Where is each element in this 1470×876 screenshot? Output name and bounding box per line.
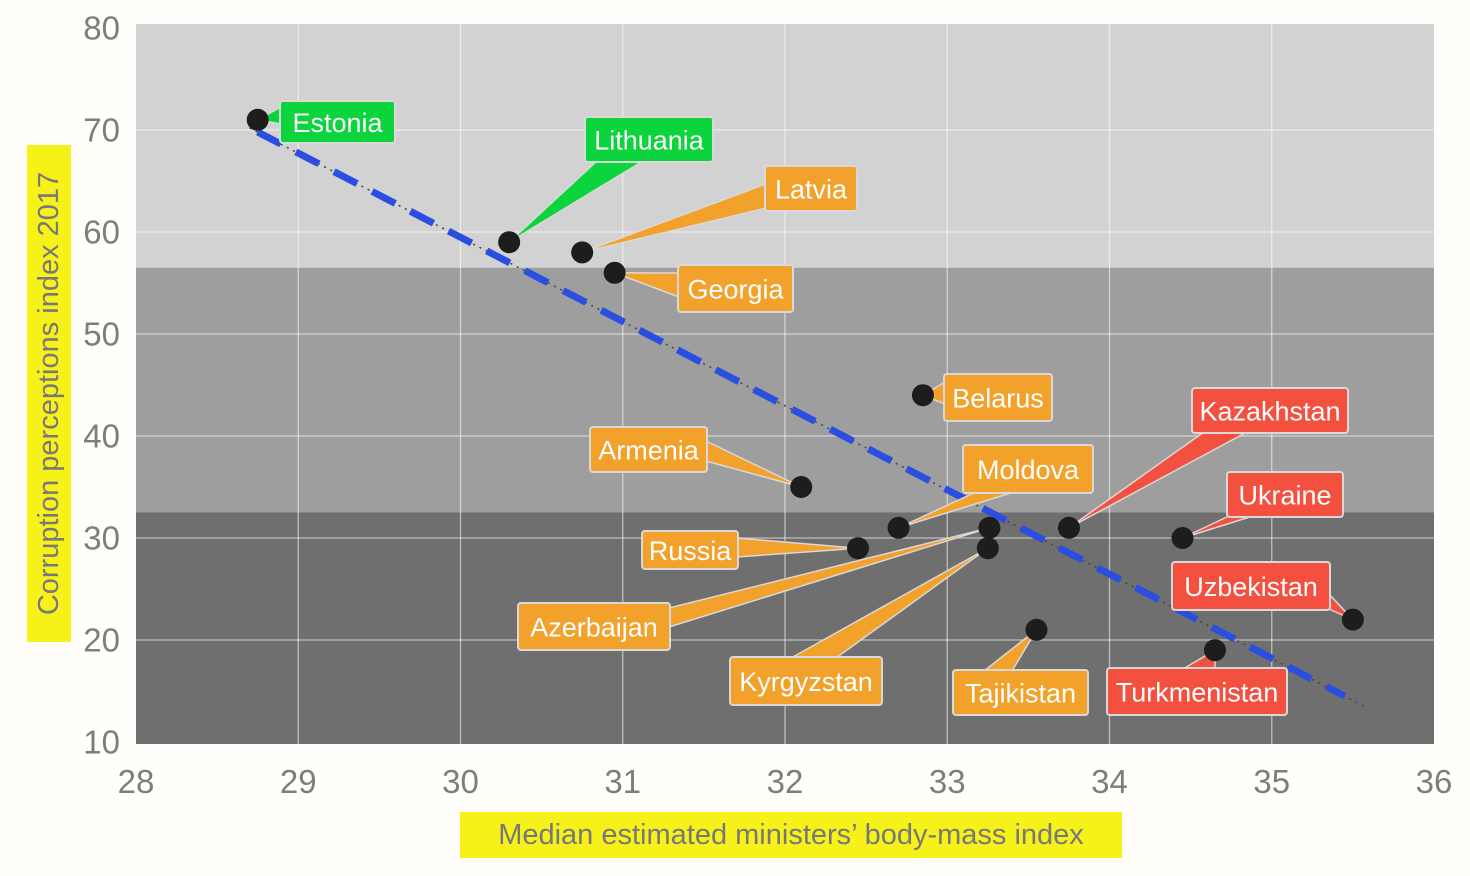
x-tick-label: 33 bbox=[929, 763, 966, 800]
country-label-text: Azerbaijan bbox=[530, 613, 658, 643]
callout-pointers bbox=[256, 106, 1354, 672]
y-tick-label: 40 bbox=[83, 418, 120, 455]
y-tick-label: 70 bbox=[83, 112, 120, 149]
x-tick-label: 32 bbox=[767, 763, 804, 800]
x-tick-label: 29 bbox=[280, 763, 317, 800]
data-point bbox=[246, 108, 269, 131]
data-points bbox=[246, 108, 1364, 662]
country-label-box bbox=[962, 444, 1094, 494]
y-tick-label: 50 bbox=[83, 316, 120, 353]
data-point bbox=[976, 537, 999, 560]
x-tick-label: 28 bbox=[118, 763, 155, 800]
data-point bbox=[887, 516, 910, 539]
country-label-text: Kyrgyzstan bbox=[739, 667, 873, 697]
y-tick-label: 10 bbox=[83, 724, 120, 761]
country-label-text: Kazakhstan bbox=[1199, 397, 1340, 427]
country-label-box bbox=[1106, 667, 1288, 716]
x-tick-label: 34 bbox=[1091, 763, 1128, 800]
x-tick-label: 36 bbox=[1416, 763, 1453, 800]
y-axis-title: Corruption perceptions index 2017 bbox=[27, 145, 71, 642]
country-label-box bbox=[1191, 387, 1349, 434]
x-axis-title: Median estimated ministers’ body-mass in… bbox=[460, 812, 1122, 858]
data-point bbox=[1341, 608, 1364, 631]
country-label-box bbox=[1171, 561, 1331, 611]
data-point bbox=[498, 231, 521, 254]
country-label-box bbox=[677, 264, 794, 313]
data-point bbox=[978, 516, 1001, 539]
data-point bbox=[603, 261, 626, 284]
country-label-box bbox=[729, 656, 883, 706]
data-point bbox=[847, 537, 870, 560]
country-label-text: Uzbekistan bbox=[1184, 572, 1318, 602]
country-label-box bbox=[764, 165, 858, 212]
country-label-box bbox=[1226, 471, 1344, 518]
data-point bbox=[911, 384, 934, 407]
y-tick-label: 60 bbox=[83, 214, 120, 251]
x-tick-label: 30 bbox=[442, 763, 479, 800]
country-label-text: Estonia bbox=[292, 108, 383, 138]
data-point bbox=[1057, 516, 1080, 539]
country-label-text: Georgia bbox=[687, 275, 784, 305]
data-point bbox=[1025, 618, 1048, 641]
data-point bbox=[1203, 639, 1226, 662]
country-label-box bbox=[943, 373, 1053, 422]
country-label-box bbox=[584, 116, 714, 163]
country-label-text: Tajikistan bbox=[965, 679, 1076, 709]
data-point bbox=[790, 476, 813, 498]
country-label-text: Belarus bbox=[952, 384, 1044, 414]
country-label-text: Latvia bbox=[775, 175, 848, 205]
country-label-text: Turkmenistan bbox=[1116, 678, 1279, 708]
y-tick-label: 20 bbox=[83, 622, 120, 659]
country-label-text: Armenia bbox=[598, 436, 700, 466]
country-label-box bbox=[641, 530, 739, 570]
country-label-box bbox=[952, 669, 1089, 716]
trend-dashed-line bbox=[256, 128, 1347, 700]
y-tick-label: 30 bbox=[83, 520, 120, 557]
x-tick-label: 31 bbox=[604, 763, 641, 800]
data-point bbox=[1171, 527, 1194, 549]
country-label-text: Lithuania bbox=[594, 126, 705, 156]
y-tick-label: 80 bbox=[83, 10, 120, 47]
country-label-box bbox=[589, 426, 708, 473]
axis-tick-labels: 28 29 30 31 32 33 34 35 36 10 20 30 40 50 60 70 80 bbox=[83, 10, 1452, 801]
country-label-box bbox=[517, 602, 671, 651]
country-labels: Estonia Lithuania Latvia Georgia Belarus Arme… bbox=[279, 100, 1349, 716]
data-point bbox=[571, 241, 594, 264]
x-tick-label: 35 bbox=[1253, 763, 1290, 800]
country-label-text: Moldova bbox=[977, 455, 1080, 485]
country-label-text: Russia bbox=[649, 536, 733, 566]
trend-line bbox=[249, 127, 1367, 708]
country-label-text: Ukraine bbox=[1238, 481, 1331, 511]
country-label-box bbox=[279, 100, 396, 144]
